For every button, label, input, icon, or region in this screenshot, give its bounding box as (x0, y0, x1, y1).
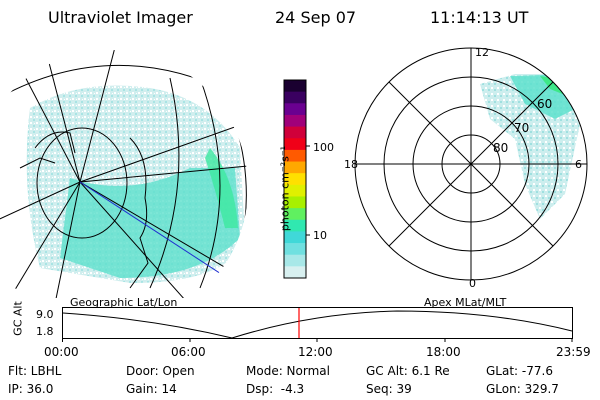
status-glon: GLon: 329.7 (486, 382, 559, 396)
status-mode: Mode: Normal (246, 364, 330, 378)
geographic-map (0, 50, 248, 298)
colorbar-cell (284, 114, 306, 128)
colorbar-cell (284, 254, 306, 267)
timeline-plot (62, 307, 573, 342)
mlt-label-6: 6 (575, 158, 582, 171)
colorbar-cell (284, 231, 306, 244)
timeline-ytick-low: 1.8 (36, 325, 54, 338)
mlat-label-60: 60 (537, 97, 552, 111)
status-seq: Seq: 39 (366, 382, 412, 396)
mlat-label-70: 70 (514, 121, 529, 135)
status-gain: Gain: 14 (126, 382, 177, 396)
timeline-xtick-0000: 00:00 (44, 345, 79, 359)
apex-label: Apex MLat/MLT (424, 296, 507, 309)
status-glat: GLat: -77.6 (486, 364, 553, 378)
colorbar-cell (284, 173, 306, 186)
timeline-xtick-1800: 18:00 (426, 345, 461, 359)
mlt-label-18: 18 (344, 158, 358, 171)
colorbar-cell (284, 196, 306, 209)
colorbar-cell (284, 149, 306, 163)
time-label: 11:14:13 UT (430, 8, 529, 27)
status-door: Door: Open (126, 364, 195, 378)
status-ip: IP: 36.0 (8, 382, 54, 396)
geographic-label: Geographic Lat/Lon (70, 296, 178, 309)
colorbar (283, 79, 310, 279)
colorbar-cell (284, 161, 306, 174)
timeline-xtick-1200: 12:00 (298, 345, 333, 359)
date-label: 24 Sep 07 (275, 8, 357, 27)
colorbar-tick-100: 100 (313, 141, 334, 154)
colorbar-cell (284, 91, 306, 104)
colorbar-cell (284, 184, 306, 197)
timeline-xtick-2359: 23:59 (556, 345, 591, 359)
colorbar-cell (284, 103, 306, 116)
colorbar-cell (284, 138, 306, 151)
status-flt: Flt: LBHL (8, 364, 62, 378)
colorbar-unit-label: photon cm⁻²s⁻¹ (278, 145, 292, 232)
colorbar-cell (284, 266, 306, 279)
colorbar-tick-10: 10 (313, 229, 327, 242)
colorbar-cell (284, 243, 306, 256)
timeline-xtick-0600: 06:00 (171, 345, 206, 359)
mlt-label-0: 0 (469, 277, 476, 290)
status-dsp: Dsp: -4.3 (246, 382, 305, 396)
colorbar-cell (284, 126, 306, 139)
colorbar-cell (284, 219, 306, 232)
instrument-title: Ultraviolet Imager (48, 8, 193, 27)
mlt-label-12: 12 (475, 46, 489, 59)
status-gc-alt: GC Alt: 6.1 Re (366, 364, 450, 378)
colorbar-cell (284, 80, 306, 93)
timeline-axis-label: GC Alt (11, 301, 25, 336)
colorbar-cell (284, 208, 306, 221)
mlat-label-80: 80 (493, 141, 508, 155)
apex-polar-plot: 12 0 18 6 60 70 80 (344, 46, 588, 290)
timeline-ytick-high: 9.0 (36, 308, 54, 321)
